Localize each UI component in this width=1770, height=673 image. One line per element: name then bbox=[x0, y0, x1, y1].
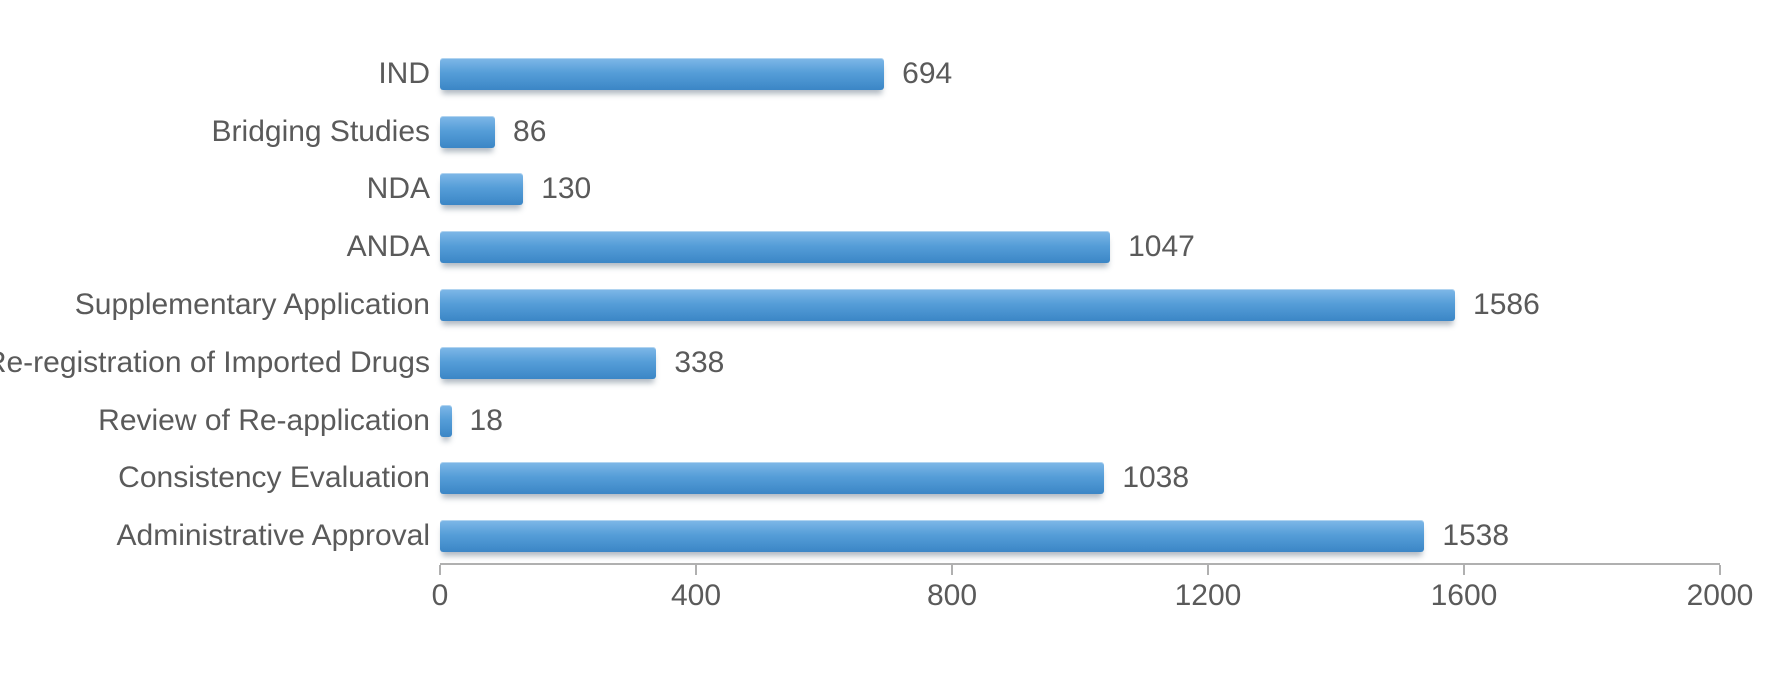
bar-value-label: 1038 bbox=[1122, 461, 1189, 495]
y-axis-category-label: IND bbox=[378, 57, 430, 91]
x-axis-tick bbox=[695, 565, 697, 575]
x-axis-tick bbox=[1207, 565, 1209, 575]
x-axis-tick-label: 1200 bbox=[1175, 579, 1242, 613]
y-axis-category-label: ANDA bbox=[347, 230, 430, 264]
x-axis-tick bbox=[439, 565, 441, 575]
bars-container: 694 86 130 1047 1586 338 18 1038 1538 bbox=[440, 45, 1720, 563]
bar bbox=[440, 520, 1424, 552]
y-axis-category-label: Review of Re-application bbox=[98, 404, 430, 438]
y-axis-category-label: Supplementary Application bbox=[75, 288, 430, 322]
y-axis-category-label: Consistency Evaluation bbox=[118, 461, 430, 495]
x-axis-tick bbox=[1463, 565, 1465, 575]
x-axis-tick-label: 800 bbox=[927, 579, 977, 613]
x-axis-tick bbox=[1719, 565, 1721, 575]
y-axis-category-label: Re-registration of Imported Drugs bbox=[0, 346, 430, 380]
x-axis-tick-label: 400 bbox=[671, 579, 721, 613]
bar bbox=[440, 289, 1455, 321]
y-axis-category-label: Administrative Approval bbox=[117, 519, 430, 553]
bar bbox=[440, 405, 452, 437]
bar-value-label: 1538 bbox=[1442, 519, 1509, 553]
plot-area: 694 86 130 1047 1586 338 18 1038 1538 bbox=[440, 45, 1720, 565]
bar bbox=[440, 231, 1110, 263]
bar-value-label: 86 bbox=[513, 115, 546, 149]
bar bbox=[440, 462, 1104, 494]
horizontal-bar-chart: IND Bridging Studies NDA ANDA Supplementary … bbox=[0, 30, 1770, 650]
bar bbox=[440, 58, 884, 90]
y-axis-category-label: NDA bbox=[367, 172, 430, 206]
y-axis-labels: IND Bridging Studies NDA ANDA Supplementary … bbox=[0, 45, 430, 565]
y-axis-category-label: Bridging Studies bbox=[212, 115, 430, 149]
bar bbox=[440, 173, 523, 205]
x-axis-tick-label: 2000 bbox=[1687, 579, 1754, 613]
bar-value-label: 18 bbox=[470, 404, 503, 438]
bar-value-label: 130 bbox=[541, 172, 591, 206]
x-axis-tick-label: 1600 bbox=[1431, 579, 1498, 613]
bar-value-label: 1047 bbox=[1128, 230, 1195, 264]
bar-value-label: 338 bbox=[674, 346, 724, 380]
bar bbox=[440, 116, 495, 148]
x-axis: 0400800120016002000 bbox=[440, 565, 1720, 635]
bar bbox=[440, 347, 656, 379]
x-axis-tick-label: 0 bbox=[432, 579, 449, 613]
bar-value-label: 694 bbox=[902, 57, 952, 91]
bar-value-label: 1586 bbox=[1473, 288, 1540, 322]
x-axis-tick bbox=[951, 565, 953, 575]
